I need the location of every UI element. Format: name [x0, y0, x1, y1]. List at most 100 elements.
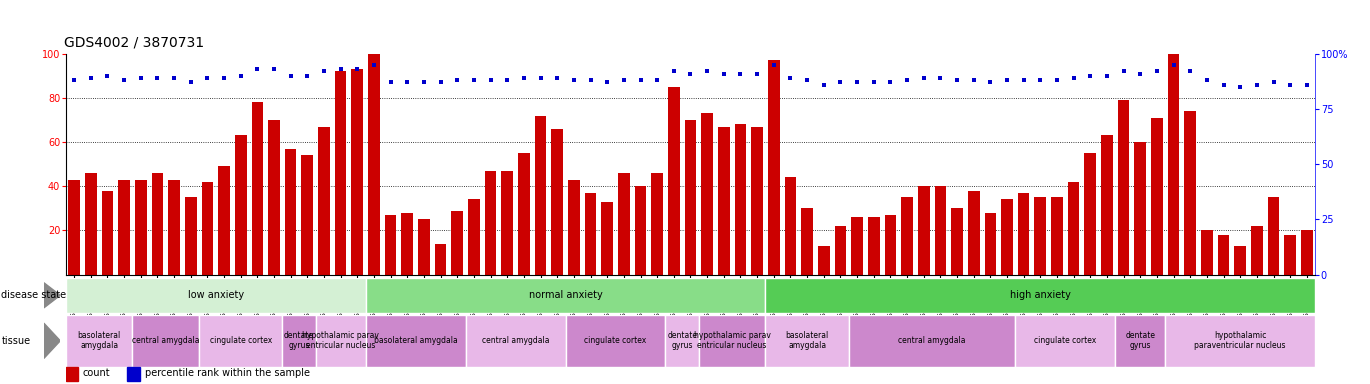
Text: percentile rank within the sample: percentile rank within the sample	[145, 368, 310, 379]
Bar	[118, 180, 130, 275]
Point	[896, 77, 918, 83]
Bar	[901, 197, 912, 275]
Bar	[634, 186, 647, 275]
Bar	[318, 127, 330, 275]
Bar	[1302, 230, 1312, 275]
Point	[829, 79, 851, 86]
Bar	[1034, 197, 1047, 275]
Bar	[1251, 226, 1263, 275]
Point	[230, 73, 252, 79]
Bar	[66, 367, 78, 381]
Point	[696, 68, 718, 74]
Text: low anxiety: low anxiety	[188, 290, 244, 300]
Point	[114, 77, 136, 83]
Polygon shape	[44, 323, 60, 359]
Bar	[1001, 200, 1012, 275]
Bar	[466, 315, 566, 367]
Bar	[315, 315, 366, 367]
Bar	[485, 171, 496, 275]
Bar	[534, 116, 547, 275]
Bar	[199, 315, 282, 367]
Bar	[85, 173, 96, 275]
Bar	[1151, 118, 1163, 275]
Point	[479, 77, 501, 83]
Text: basolateral
amygdala: basolateral amygdala	[785, 331, 829, 351]
Point	[330, 66, 352, 72]
Bar	[434, 244, 447, 275]
Bar	[869, 217, 880, 275]
Bar	[518, 153, 530, 275]
Bar	[101, 191, 114, 275]
Text: dentate
gyrus: dentate gyrus	[667, 331, 697, 351]
Bar	[618, 173, 630, 275]
Bar	[785, 177, 796, 275]
Point	[312, 68, 334, 74]
Point	[1145, 68, 1167, 74]
Point	[863, 79, 885, 86]
Bar	[352, 69, 363, 275]
Bar	[134, 180, 147, 275]
Text: central amygdala: central amygdala	[132, 336, 200, 345]
Bar	[66, 315, 133, 367]
Point	[630, 77, 652, 83]
Point	[763, 62, 785, 68]
Bar	[1167, 54, 1180, 275]
Bar	[685, 120, 696, 275]
Point	[263, 66, 285, 72]
Point	[596, 79, 618, 86]
Point	[363, 62, 385, 68]
Point	[580, 77, 601, 83]
Point	[347, 66, 369, 72]
Bar	[1018, 193, 1029, 275]
Bar	[469, 200, 479, 275]
Bar	[185, 197, 196, 275]
Text: hypothalamic parav
entricular nucleus: hypothalamic parav entricular nucleus	[693, 331, 770, 351]
Text: basolateral amygdala: basolateral amygdala	[374, 336, 458, 345]
Text: dentate
gyrus: dentate gyrus	[284, 331, 314, 351]
Text: hypothalamic
paraventricular nucleus: hypothalamic paraventricular nucleus	[1195, 331, 1286, 351]
Bar	[851, 217, 863, 275]
Point	[196, 75, 218, 81]
Bar	[1085, 153, 1096, 275]
Bar	[585, 193, 596, 275]
Bar	[1134, 142, 1147, 275]
Point	[1029, 77, 1051, 83]
Bar	[967, 191, 980, 275]
Bar	[282, 315, 315, 367]
Point	[279, 73, 301, 79]
Text: cingulate cortex: cingulate cortex	[210, 336, 271, 345]
Bar	[849, 315, 1015, 367]
Bar	[834, 226, 847, 275]
Bar	[1218, 235, 1229, 275]
Bar	[234, 136, 247, 275]
Point	[96, 73, 118, 79]
Point	[1280, 82, 1302, 88]
Bar	[1067, 182, 1080, 275]
Point	[547, 75, 569, 81]
Point	[929, 75, 951, 81]
Point	[880, 79, 901, 86]
Bar	[169, 180, 179, 275]
Point	[1196, 77, 1218, 83]
Bar	[366, 315, 466, 367]
Point	[1263, 79, 1285, 86]
Point	[812, 82, 834, 88]
Point	[430, 79, 452, 86]
Point	[1129, 71, 1151, 77]
Bar	[566, 315, 666, 367]
Point	[980, 79, 1001, 86]
Point	[996, 77, 1018, 83]
Bar	[885, 215, 896, 275]
Bar	[366, 278, 766, 313]
Point	[1245, 82, 1267, 88]
Bar	[1234, 246, 1247, 275]
Bar	[334, 71, 347, 275]
Text: cingulate cortex: cingulate cortex	[585, 336, 647, 345]
Point	[1180, 68, 1201, 74]
Text: GDS4002 / 3870731: GDS4002 / 3870731	[64, 36, 204, 50]
Text: central amygdala: central amygdala	[482, 336, 549, 345]
Bar	[1118, 100, 1129, 275]
Bar	[1166, 315, 1315, 367]
Text: dentate
gyrus: dentate gyrus	[1125, 331, 1155, 351]
Point	[130, 75, 152, 81]
